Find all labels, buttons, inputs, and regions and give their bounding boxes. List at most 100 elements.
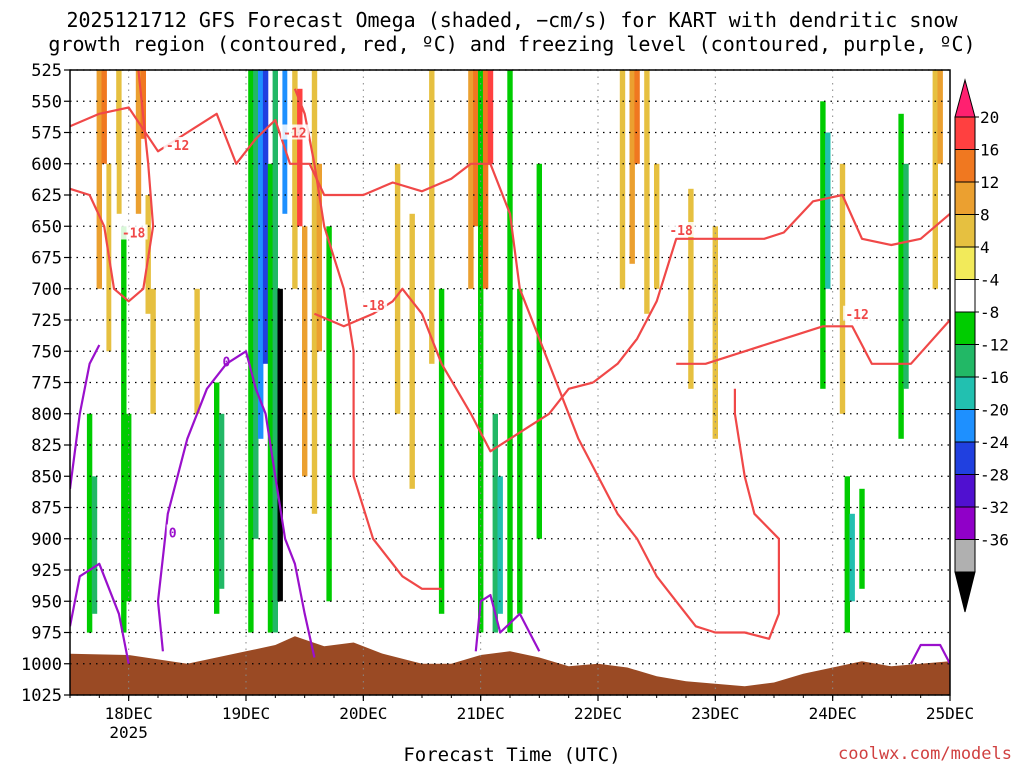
omega-cell (438, 288, 445, 614)
dgz-label: -18 (361, 299, 385, 314)
axis-layer: 525 550 575 600 625 650 675 700 725 750 775 800 825 8… (21, 61, 974, 742)
colorbar-swatch (954, 311, 976, 345)
omega-cell (116, 70, 122, 214)
omega-cell (248, 70, 254, 633)
y-tick-label: 825 (31, 436, 62, 456)
omega-cell (218, 413, 225, 589)
omega-cell (111, 163, 117, 477)
dgz-label-bg (843, 305, 872, 321)
omega-cell (526, 163, 533, 414)
dgz-contour (70, 106, 781, 640)
colorbar-swatch (954, 149, 976, 183)
omega-cell (135, 70, 142, 214)
terrain-fill (70, 636, 950, 695)
y-tick-label: 950 (31, 592, 62, 612)
omega-cell (267, 163, 274, 633)
y-tick-label: 800 (31, 405, 62, 425)
colorbar-tick-label: 12 (980, 173, 999, 192)
omega-cell (688, 188, 694, 389)
omega-cell (482, 70, 489, 289)
y-tick-label: 1000 (21, 655, 62, 675)
omega-cell (409, 213, 415, 489)
y-tick-label: 975 (31, 624, 62, 644)
colorbar-swatch (954, 376, 976, 410)
dgz-label-bg (280, 124, 309, 140)
colorbar-tick-label: -24 (980, 433, 1009, 452)
omega-cell (370, 288, 376, 477)
colorbar-tick-label: -20 (980, 401, 1009, 420)
colorbar-swatch (954, 246, 976, 280)
colorbar-tick-label: 4 (980, 238, 990, 257)
freezing-contour (909, 643, 950, 665)
x-tick-label: 22DEC (574, 704, 622, 723)
omega-cell (253, 70, 259, 539)
colorbar-tick-label: -12 (980, 336, 1009, 355)
omega-cell (258, 70, 264, 439)
colorbar-swatch (954, 409, 976, 443)
omega-cell (839, 163, 846, 414)
y-tick-label: 700 (31, 280, 62, 300)
colorbar-swatch (954, 506, 976, 540)
omega-cell (194, 288, 200, 414)
omega-cell (487, 70, 494, 164)
y-tick-label: 875 (31, 499, 62, 519)
omega-cell (101, 70, 107, 164)
x-axis-label: Forecast Time (UTC) (403, 744, 621, 766)
omega-cell (629, 70, 635, 264)
omega-cell (287, 70, 293, 602)
omega-cell (214, 382, 220, 614)
colorbar-tick-label: -16 (980, 368, 1009, 387)
x-tick-label: 20DEC (339, 704, 387, 723)
omega-cell (272, 70, 278, 633)
omega-cell (825, 132, 831, 289)
x-tick-label: 24DEC (809, 704, 857, 723)
omega-cell (228, 70, 234, 289)
terrain-layer (70, 636, 950, 695)
omega-cell (86, 413, 93, 633)
x-year-label: 2025 (109, 723, 148, 742)
y-tick-label: 725 (31, 311, 62, 331)
omega-cell (517, 288, 523, 614)
y-tick-label: 750 (31, 342, 62, 362)
y-tick-label: 925 (31, 561, 62, 581)
dgz-label-bg (667, 222, 696, 237)
omega-cell (937, 70, 943, 164)
y-tick-label: 775 (31, 374, 62, 394)
colorbar-swatch (954, 214, 976, 248)
omega-cell (292, 70, 298, 289)
colorbar: 20 16 12 8 4 -4 -8 -12 -16 -20 -24 -28 -32 -36 (954, 78, 1009, 613)
freezing-label-bg (166, 524, 179, 540)
omega-cell (859, 488, 865, 589)
y-tick-label: 650 (31, 217, 62, 237)
omega-cell (468, 70, 474, 289)
omega-cell (497, 476, 503, 614)
omega-cell (282, 70, 288, 214)
y-tick-label: 900 (31, 530, 62, 550)
omega-cell (644, 70, 650, 314)
omega-cell (453, 113, 459, 364)
y-tick-label: 850 (31, 467, 62, 487)
colorbar-tick-label: -8 (980, 303, 999, 322)
colorbar-tick-label: 20 (980, 108, 999, 127)
omega-cell (429, 70, 435, 364)
y-tick-label: 550 (31, 92, 62, 112)
dgz-label: -12 (845, 308, 868, 323)
freezing-label-bg (220, 353, 233, 369)
x-tick-label: 19DEC (222, 704, 270, 723)
omega-cell (277, 288, 283, 602)
omega-cell (654, 163, 660, 289)
omega-cell (903, 163, 909, 389)
dgz-contour (676, 319, 950, 365)
dgz-label-bg (119, 224, 148, 240)
omega-cell (551, 288, 557, 514)
colorbar-swatch (954, 474, 976, 508)
colorbar-tick-label: -28 (980, 466, 1009, 485)
y-tick-label: 1025 (21, 686, 62, 706)
colorbar-swatch (954, 116, 976, 150)
omega-cell (311, 70, 318, 514)
y-tick-label: 675 (31, 249, 62, 269)
colorbar-swatch (954, 539, 976, 573)
colorbar-tick-label: 16 (980, 141, 999, 160)
freezing-contour (474, 593, 541, 652)
omega-cell (140, 70, 146, 139)
